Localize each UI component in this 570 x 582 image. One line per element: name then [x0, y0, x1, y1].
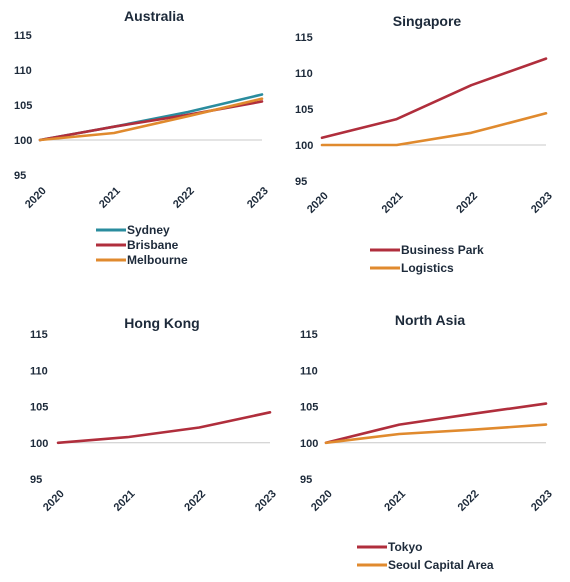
chart-panel-hong-kong: Hong Kong 95 100 105 110 115 2020 2021 2022 2023: [30, 315, 279, 514]
y-tick-label: 95: [30, 474, 42, 486]
y-tick-label: 105: [14, 100, 32, 112]
legend-label: Melbourne: [127, 253, 188, 267]
x-tick-label: 2023: [529, 488, 555, 514]
chart-panel-north-asia: North Asia 95 100 105 110 115 2020 2021 2022 2023…: [300, 312, 555, 572]
y-tick-label: 100: [295, 140, 313, 152]
y-tick-label: 115: [30, 329, 48, 341]
x-tick-label: 2022: [456, 488, 482, 514]
y-tick-label: 110: [300, 365, 318, 377]
y-tick-label: 110: [14, 65, 32, 77]
x-tick-label: 2020: [41, 488, 67, 514]
legend-label: Seoul Capital Area: [388, 558, 494, 572]
y-tick-label: 110: [30, 365, 48, 377]
x-tick-label: 2022: [182, 488, 208, 514]
chart-title: Hong Kong: [124, 315, 199, 331]
x-tick-label: 2023: [529, 190, 555, 216]
x-tick-label: 2022: [171, 185, 197, 211]
chart-panel-singapore: Singapore 95 100 105 110 115 2020 2021 2022 2023 B…: [295, 13, 555, 275]
x-tick-label: 2020: [305, 190, 331, 216]
chart-title: North Asia: [395, 312, 465, 328]
x-tick-label: 2020: [309, 488, 335, 514]
legend-label: Brisbane: [127, 238, 179, 252]
y-tick-label: 105: [30, 402, 48, 414]
y-tick-label: 115: [14, 30, 32, 42]
y-tick-label: 95: [300, 474, 312, 486]
series-line-logistics: [320, 112, 548, 147]
series-line-melbourne: [38, 97, 264, 142]
x-tick-label: 2020: [23, 185, 49, 211]
x-tick-label: 2023: [253, 488, 279, 514]
y-tick-label: 105: [295, 104, 313, 116]
chart-title: Singapore: [393, 13, 462, 29]
y-tick-label: 95: [14, 170, 26, 182]
legend-label: Logistics: [401, 261, 454, 275]
series-line-business-park: [320, 57, 548, 140]
legend-label: Sydney: [127, 223, 170, 237]
x-tick-label: 2021: [382, 488, 408, 514]
x-tick-label: 2022: [454, 190, 480, 216]
series-line-value: [56, 410, 272, 445]
chart-title: Australia: [124, 8, 184, 24]
y-tick-label: 105: [300, 402, 318, 414]
legend-label: Business Park: [401, 243, 484, 257]
x-tick-label: 2021: [97, 185, 123, 211]
x-tick-label: 2021: [380, 190, 406, 216]
y-tick-label: 95: [295, 176, 307, 188]
y-tick-label: 100: [300, 438, 318, 450]
chart-panel-australia: Australia 95 100 105 110 115 2020 2021 2022 2023 S…: [14, 8, 271, 267]
y-tick-label: 100: [14, 135, 32, 147]
y-tick-label: 100: [30, 438, 48, 450]
legend-label: Tokyo: [388, 540, 422, 554]
series-line-tokyo: [324, 402, 548, 445]
series-line-seoul-capital-area: [324, 423, 548, 445]
x-tick-label: 2023: [245, 185, 271, 211]
y-tick-label: 110: [295, 68, 313, 80]
y-tick-label: 115: [295, 32, 313, 44]
x-tick-label: 2021: [112, 488, 138, 514]
y-tick-label: 115: [300, 329, 318, 341]
